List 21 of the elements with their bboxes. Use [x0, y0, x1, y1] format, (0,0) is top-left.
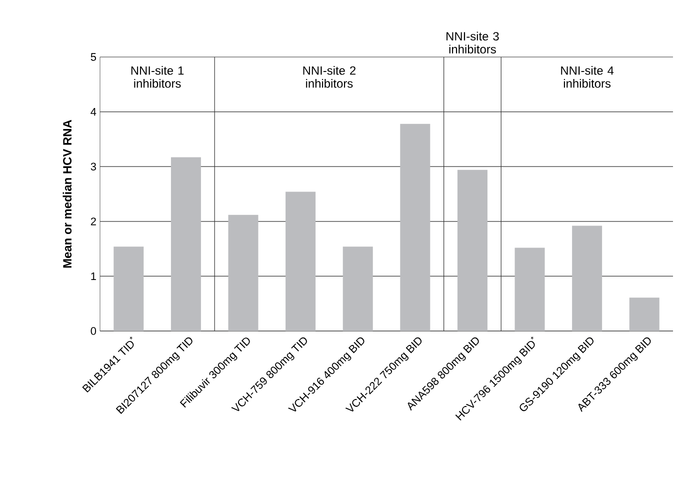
- y-tick-label: 4: [90, 108, 96, 116]
- bar: [228, 214, 258, 331]
- bar: [457, 170, 488, 331]
- y-axis-title: Mean or median HCV RNA: [62, 120, 72, 268]
- bar: [400, 124, 430, 331]
- y-tick-label: 0: [90, 327, 96, 335]
- y-tick-label: 2: [90, 218, 96, 226]
- annotation: NNI-site 1 inhibitors: [131, 66, 184, 88]
- y-tick-label: 3: [90, 162, 96, 170]
- text: NNI-site 3 inhibitors: [446, 32, 499, 54]
- annotation: NNI-site 2 inhibitors: [303, 66, 356, 88]
- bar: [114, 246, 144, 331]
- bar: [286, 192, 316, 331]
- bar: [170, 157, 201, 331]
- bar: [629, 298, 660, 331]
- annotation: NNI-site 4 inhibitors: [561, 66, 614, 88]
- bar: [514, 248, 545, 331]
- bar: [342, 246, 373, 331]
- y-tick-label: 5: [90, 53, 96, 61]
- bar: [572, 226, 602, 331]
- y-tick-label: 1: [91, 272, 96, 280]
